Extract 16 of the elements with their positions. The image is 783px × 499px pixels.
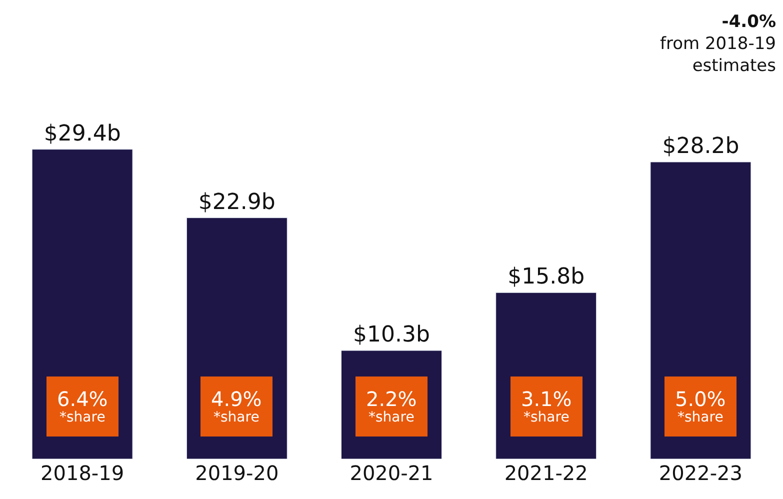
text: -4.0% from 2018-19 estimates bbox=[660, 12, 776, 76]
data-label: $10.3b bbox=[353, 322, 430, 348]
annotation: 5.0% *share bbox=[675, 387, 726, 426]
x-tick-label: 2019-20 bbox=[195, 461, 279, 485]
annotation: 4.9% *share bbox=[211, 387, 262, 426]
x-tick-label: 2018-19 bbox=[40, 461, 124, 485]
x-tick-label: 2022-23 bbox=[658, 461, 742, 485]
data-label: $29.4b bbox=[44, 121, 121, 146]
data-label: $28.2b bbox=[662, 134, 740, 159]
data-label: $15.8b bbox=[508, 264, 585, 290]
x-tick-label: 2021-22 bbox=[504, 461, 588, 485]
annotation: 2.2% *share bbox=[366, 387, 417, 426]
data-label: $22.9b bbox=[198, 190, 276, 215]
x-tick-label: 2020-21 bbox=[350, 461, 434, 485]
annotation: 3.1% *share bbox=[521, 387, 572, 426]
annotation: 6.4% *share bbox=[57, 387, 108, 426]
